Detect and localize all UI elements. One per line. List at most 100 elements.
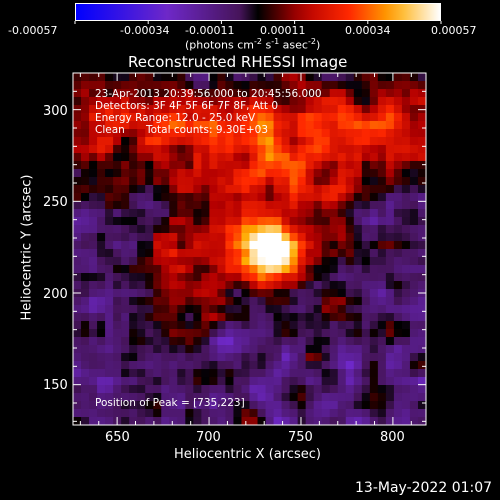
heatmap-cell xyxy=(409,281,419,290)
heatmap-cell xyxy=(241,129,250,138)
heatmap-cell xyxy=(97,137,106,146)
heatmap-cell xyxy=(193,281,202,290)
heatmap-cell xyxy=(345,401,355,410)
heatmap-cell xyxy=(97,417,106,426)
heatmap-cell xyxy=(145,209,154,218)
heatmap-cell xyxy=(89,121,98,130)
heatmap-cell xyxy=(73,129,82,138)
heatmap-cell xyxy=(129,129,138,138)
heatmap-cell xyxy=(185,145,194,154)
heatmap-cell xyxy=(377,193,387,202)
heatmap-cell xyxy=(161,233,170,242)
heatmap-cell xyxy=(249,129,259,138)
heatmap-cell xyxy=(233,249,242,258)
heatmap-cell xyxy=(265,161,275,170)
heatmap-cell xyxy=(321,369,331,378)
heatmap-cell xyxy=(89,377,98,386)
heatmap-cell xyxy=(393,329,403,338)
heatmap-cell xyxy=(209,129,218,138)
heatmap-cell xyxy=(145,305,154,314)
heatmap-cell xyxy=(121,369,130,378)
heatmap-cell xyxy=(305,217,315,226)
heatmap-cell xyxy=(193,313,202,322)
heatmap-cell xyxy=(177,313,186,322)
heatmap-cell xyxy=(145,281,154,290)
heatmap-cell xyxy=(105,145,114,154)
heatmap-cell xyxy=(305,145,315,154)
heatmap-cell xyxy=(177,201,186,210)
heatmap-cell xyxy=(145,409,154,418)
heatmap-cell xyxy=(273,345,283,354)
heatmap-cell xyxy=(161,145,170,154)
heatmap-cell xyxy=(193,81,202,90)
heatmap-cell xyxy=(169,289,178,298)
heatmap-cell xyxy=(281,321,291,330)
heatmap-cell xyxy=(377,113,387,122)
heatmap-cell xyxy=(225,185,234,194)
heatmap-cell xyxy=(137,209,146,218)
heatmap-cell xyxy=(97,113,106,122)
heatmap-cell xyxy=(145,185,154,194)
heatmap-cell xyxy=(313,369,323,378)
heatmap-cell xyxy=(201,129,210,138)
heatmap-cell xyxy=(369,377,379,386)
heatmap-cell xyxy=(81,209,90,218)
heatmap-cell xyxy=(81,273,90,282)
heatmap-cell xyxy=(393,121,403,130)
heatmap-cell xyxy=(145,249,154,258)
heatmap-cell xyxy=(265,169,275,178)
heatmap-cell xyxy=(137,217,146,226)
heatmap-cell xyxy=(353,73,363,82)
heatmap-cell xyxy=(409,257,419,266)
heatmap-cell xyxy=(233,113,242,122)
heatmap-cell xyxy=(113,225,122,234)
heatmap-cell xyxy=(409,329,419,338)
heatmap-cell xyxy=(385,337,395,346)
heatmap-cell xyxy=(257,257,267,266)
heatmap-cell xyxy=(345,105,355,114)
heatmap-cell xyxy=(137,121,146,130)
heatmap-cell xyxy=(185,265,194,274)
heatmap-cell xyxy=(177,281,186,290)
heatmap-cell xyxy=(73,321,82,330)
heatmap-cell xyxy=(257,409,267,418)
heatmap-cell xyxy=(297,313,307,322)
heatmap-cell xyxy=(409,161,419,170)
heatmap-cell xyxy=(337,417,347,426)
heatmap-cell xyxy=(369,161,379,170)
heatmap-cell xyxy=(153,233,162,242)
heatmap-cell xyxy=(113,201,122,210)
heatmap-cell xyxy=(321,185,331,194)
heatmap-cell xyxy=(209,321,218,330)
heatmap-cell xyxy=(105,193,114,202)
heatmap-cell xyxy=(121,233,130,242)
heatmap-cell xyxy=(265,153,275,162)
heatmap-cell xyxy=(193,217,202,226)
heatmap-cell xyxy=(153,409,162,418)
heatmap-cell xyxy=(241,193,250,202)
heatmap-cell xyxy=(177,209,186,218)
heatmap-cell xyxy=(177,305,186,314)
heatmap-cell xyxy=(153,305,162,314)
heatmap-cell xyxy=(177,185,186,194)
heatmap-cell xyxy=(393,169,403,178)
heatmap-cell xyxy=(105,321,114,330)
heatmap-cell xyxy=(137,273,146,282)
heatmap-cell xyxy=(313,121,323,130)
heatmap-cell xyxy=(353,385,363,394)
colorbar xyxy=(75,3,441,21)
heatmap-cell xyxy=(249,321,259,330)
heatmap-cell xyxy=(89,401,98,410)
annotation-method: Clean xyxy=(95,124,125,136)
heatmap-cell xyxy=(313,289,323,298)
heatmap-cell xyxy=(241,137,250,146)
heatmap-cell xyxy=(385,81,395,90)
heatmap-cell xyxy=(241,393,250,402)
heatmap-cell xyxy=(161,313,170,322)
heatmap-cell xyxy=(137,185,146,194)
heatmap-cell xyxy=(289,81,299,90)
heatmap-cell xyxy=(401,377,411,386)
heatmap-cell xyxy=(201,345,210,354)
heatmap-cell xyxy=(209,241,218,250)
